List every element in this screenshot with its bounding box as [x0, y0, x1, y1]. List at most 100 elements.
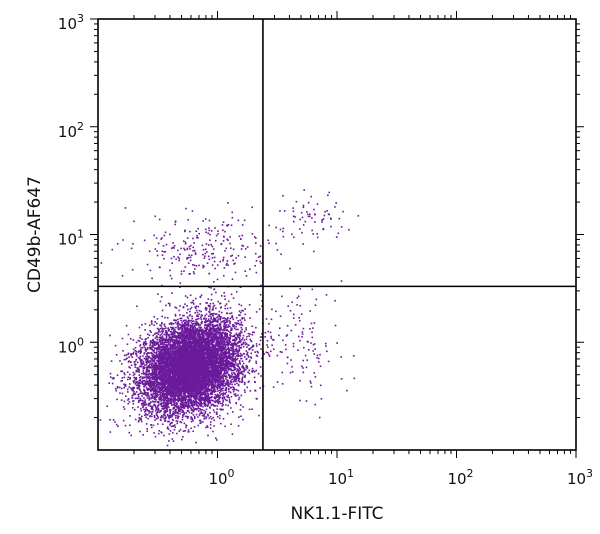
event-dot [215, 327, 218, 330]
event-dot [232, 363, 235, 365]
event-dot [218, 343, 220, 345]
event-dot [158, 336, 161, 339]
event-dot [179, 428, 182, 431]
event-dot [195, 408, 198, 411]
event-dot [233, 373, 236, 375]
event-dot [146, 382, 149, 385]
event-dot [120, 387, 123, 390]
event-dot [238, 314, 240, 316]
event-dot [167, 363, 169, 366]
event-dot [209, 423, 212, 426]
event-dot [211, 331, 213, 334]
event-dot [259, 366, 262, 368]
event-dot [124, 373, 126, 376]
event-dot [128, 401, 131, 403]
event-dot [227, 339, 230, 341]
event-dot [180, 394, 183, 396]
event-dot [157, 423, 159, 425]
event-dot [217, 300, 220, 303]
event-dot [136, 397, 138, 400]
event-dot [183, 385, 185, 388]
event-dot [170, 395, 173, 398]
event-dot [162, 396, 164, 398]
event-dot [161, 309, 164, 312]
event-dot [222, 367, 225, 370]
event-dot [189, 402, 192, 404]
event-dot [231, 278, 234, 280]
event-dot [163, 412, 166, 415]
event-dot [181, 399, 183, 401]
event-dot [243, 317, 245, 319]
event-dot [170, 326, 172, 329]
event-dot [211, 320, 214, 323]
event-dot [165, 336, 168, 339]
event-dot [244, 308, 246, 310]
event-dot [227, 346, 230, 349]
event-dot [208, 398, 211, 400]
event-dot [209, 361, 211, 363]
event-dot [216, 369, 219, 372]
event-dot [225, 387, 227, 389]
event-dot [222, 404, 224, 406]
event-dot [221, 349, 224, 352]
event-dot [136, 387, 138, 389]
event-dot [167, 302, 170, 305]
event-dot [124, 424, 127, 427]
event-dot [204, 324, 206, 327]
event-dot [155, 353, 158, 355]
event-dot [265, 351, 268, 354]
event-dot [180, 408, 182, 411]
event-dot [246, 353, 249, 355]
event-dot [192, 323, 194, 325]
event-dot [176, 405, 178, 408]
event-dot [156, 377, 159, 379]
event-dot [203, 382, 205, 385]
event-dot [202, 336, 205, 339]
event-dot [115, 387, 117, 390]
event-dot [175, 411, 177, 414]
event-dot [199, 395, 202, 398]
event-dot [163, 348, 165, 351]
event-dot [207, 398, 210, 400]
event-dot [165, 341, 168, 344]
event-dot [169, 339, 172, 341]
event-dot [253, 376, 256, 379]
event-dot [162, 369, 165, 372]
event-dot [166, 371, 169, 373]
event-dot [138, 399, 141, 402]
event-dot [137, 367, 139, 370]
event-dot [212, 312, 215, 315]
event-dot [174, 334, 176, 337]
event-dot [134, 397, 137, 400]
event-dot [175, 408, 178, 411]
event-dot [231, 345, 234, 347]
event-dot [144, 366, 146, 369]
event-dot [146, 430, 149, 433]
event-dot [244, 319, 246, 321]
event-dot [197, 393, 200, 395]
event-dot [137, 419, 140, 422]
event-dot [198, 326, 200, 328]
event-dot [187, 317, 190, 320]
event-dot [187, 374, 190, 377]
event-dot [215, 332, 217, 335]
event-dot [169, 422, 172, 425]
event-dot [195, 441, 197, 444]
event-dot [222, 339, 224, 342]
event-dot [156, 332, 158, 334]
event-dot [224, 334, 226, 336]
event-dot [212, 302, 215, 305]
event-dot [178, 397, 180, 400]
event-dot [225, 318, 228, 321]
event-dot [172, 410, 175, 413]
event-dot [154, 405, 157, 408]
event-dot [229, 331, 231, 334]
event-dot [207, 434, 209, 437]
event-dot [189, 392, 192, 395]
event-dot [133, 381, 135, 384]
event-dot [203, 417, 205, 420]
event-dot [165, 346, 167, 348]
event-dot [209, 320, 212, 322]
event-dot [115, 354, 118, 356]
event-dot [138, 374, 141, 376]
